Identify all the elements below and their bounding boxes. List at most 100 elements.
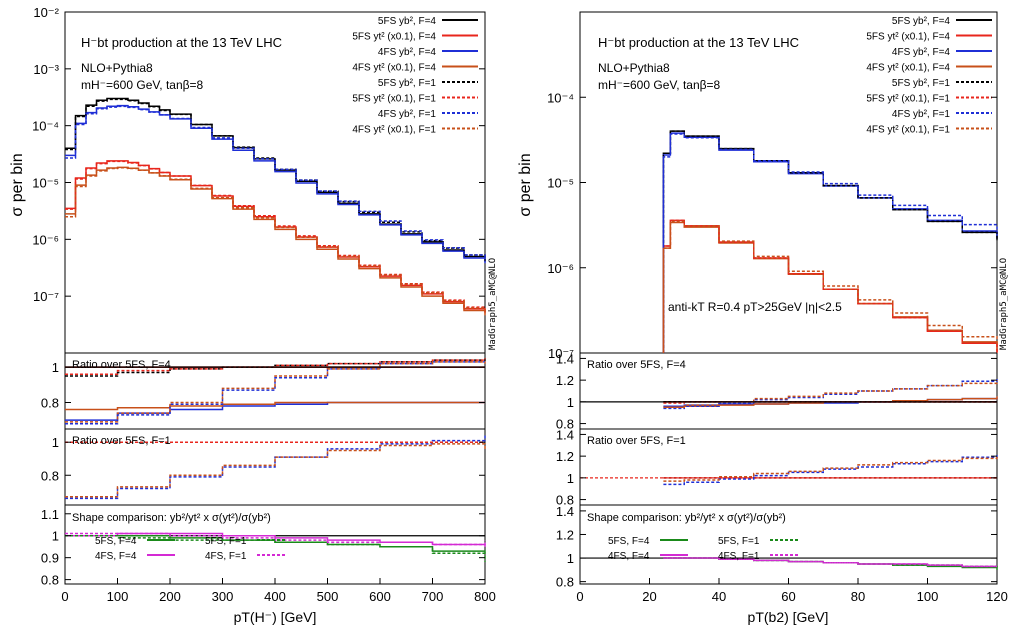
right-main-series-2 — [662, 219, 998, 353]
left-ratio-f4-y-tick-label-1: 1 — [52, 360, 59, 375]
left-shape-legend-label-2: 4FS, F=4 — [95, 551, 137, 562]
left-title: H⁻bt production at the 13 TeV LHC — [81, 35, 282, 50]
right-main-series-5 — [662, 130, 998, 353]
right-ratio-f1-y-tick-label-4: 0.8 — [556, 493, 574, 508]
right-legend-label-4: 4FS yt² (x0.1), F=4 — [866, 63, 950, 74]
left-subtitle-1: NLO+Pythia8 — [81, 61, 153, 75]
right-x-tick-label-2: 20 — [642, 589, 656, 604]
left-ratio-f4-plot — [65, 358, 486, 425]
left-legend-label-2: 5FS yt² (x0.1), F=4 — [352, 32, 436, 43]
right-legend-label-6: 5FS yt² (x0.1), F=1 — [866, 94, 950, 105]
left-ratio-f1-label: Ratio over 5FS, F=1 — [72, 435, 171, 447]
right-shape-y-tick-label-4: 0.8 — [556, 575, 574, 590]
right-generator-label: MadGraph5_aMC@NLO — [999, 258, 1009, 350]
right-main-plot — [662, 130, 998, 353]
left-shape-y-tick-label-4: 0.8 — [41, 573, 59, 588]
right-legend-label-3: 4FS yb², F=4 — [892, 47, 951, 58]
left-x-tick-label-6: 500 — [317, 589, 339, 604]
left-legend-label-3: 4FS yb², F=4 — [378, 47, 437, 58]
left-main-series-8 — [65, 166, 486, 314]
left-ratio-f1-y-tick-label-1: 1 — [52, 435, 59, 450]
right-ratio-f4-plot — [580, 377, 998, 410]
left-legend-label-4: 4FS yt² (x0.1), F=4 — [352, 63, 436, 74]
right-x-axis-label: pT(b2) [GeV] — [748, 609, 829, 625]
left-shape-legend-label-3: 5FS, F=1 — [205, 536, 247, 547]
right-x-tick-label-7: 120 — [986, 589, 1008, 604]
right-main-series-3 — [662, 132, 998, 353]
left-shape-y-tick-label-1: 1.1 — [41, 507, 59, 522]
right-ratio-f4-label: Ratio over 5FS, F=4 — [587, 359, 686, 371]
right-x-tick-label-3: 40 — [712, 589, 726, 604]
left-main-y-tick-label-5: 10⁻⁶ — [32, 232, 59, 247]
right-legend-label-2: 5FS yt² (x0.1), F=4 — [866, 32, 950, 43]
right-main-series-7 — [662, 133, 998, 353]
left-generator-label: MadGraph5_aMC@NLO — [488, 258, 498, 350]
right-panel: H⁻bt production at the 13 TeV LHC NLO+Py… — [517, 11, 1009, 625]
left-main-y-tick-label-2: 10⁻³ — [33, 62, 59, 77]
left-legend-label-1: 5FS yb², F=4 — [378, 16, 437, 27]
right-legend-label-7: 4FS yb², F=1 — [892, 109, 951, 120]
left-ratio-f4-series-8 — [65, 361, 486, 423]
left-legend-label-8: 4FS yt² (x0.1), F=1 — [352, 125, 436, 136]
left-shape-label: Shape comparison: yb²/yt² x σ(yt²)/σ(yb²… — [72, 512, 271, 524]
right-main-series-6 — [662, 219, 998, 353]
right-ratio-f1-y-tick-label-3: 1 — [567, 471, 574, 486]
right-x-ticks: 0 20 40 60 80 100 120 — [576, 578, 1008, 604]
left-ratio-f1-plot — [65, 435, 486, 500]
right-shape-y-tick-label-2: 1.2 — [556, 527, 574, 542]
right-legend-label-8: 4FS yt² (x0.1), F=1 — [866, 125, 950, 136]
right-annotation: anti-kT R=0.4 pT>25GeV |η|<2.5 — [668, 300, 842, 314]
left-main-y-tick-label-3: 10⁻⁴ — [32, 119, 59, 134]
left-x-ticks: 0 100 200 300 400 500 600 700 800 — [61, 578, 496, 604]
right-legend-label-1: 5FS yb², F=4 — [892, 16, 951, 27]
right-x-tick-label-1: 0 — [576, 589, 583, 604]
right-shape-legend-label-2: 4FS, F=4 — [608, 551, 650, 562]
left-shape-y-tick-label-3: 0.9 — [41, 551, 59, 566]
right-shape-legend: 5FS, F=4 4FS, F=4 5FS, F=1 4FS, F=1 — [608, 536, 798, 562]
left-ratio-f4-label: Ratio over 5FS, F=4 — [72, 359, 171, 371]
left-legend-label-7: 4FS yb², F=1 — [378, 109, 437, 120]
left-shape-y-tick-label-2: 1 — [52, 529, 59, 544]
right-ratio-f4-y-tick-label-2: 1.2 — [556, 373, 574, 388]
left-x-tick-label-3: 200 — [159, 589, 181, 604]
right-ratio-f4-y-tick-label-1: 1.4 — [556, 351, 574, 366]
right-y-axis-label: σ per bin — [517, 153, 534, 216]
right-x-tick-label-5: 80 — [851, 589, 865, 604]
left-legend-label-5: 5FS yb², F=1 — [378, 78, 437, 89]
right-main-y-tick-label-1: 10⁻⁴ — [547, 90, 574, 105]
right-title: H⁻bt production at the 13 TeV LHC — [598, 35, 799, 50]
left-ratio-f4-y-tick-label-2: 0.8 — [41, 395, 59, 410]
right-main-y-tick-label-2: 10⁻⁵ — [547, 176, 574, 191]
left-ratio-f4-series-3 — [65, 401, 485, 421]
right-ratio-f1-series-4 — [663, 456, 998, 482]
left-x-tick-label-2: 100 — [107, 589, 129, 604]
left-shape-series-3 — [65, 534, 486, 563]
left-x-tick-label-8: 700 — [422, 589, 444, 604]
left-y-axis-label: σ per bin — [9, 153, 26, 216]
left-legend: 5FS yb², F=4 5FS yt² (x0.1), F=4 4FS yb², … — [352, 16, 478, 136]
right-ratio-f4-y-tick-label-3: 1 — [567, 395, 574, 410]
right-main-y-tick-label-3: 10⁻⁶ — [547, 261, 574, 276]
right-ratio-f4-y-tick-label-4: 0.8 — [556, 417, 574, 432]
right-shape-y-tick-label-1: 1.4 — [556, 504, 574, 519]
left-shape-plot — [65, 532, 486, 563]
right-legend-label-5: 5FS yb², F=1 — [892, 78, 951, 89]
right-ratio-f1-y-tick-label-1: 1.4 — [556, 427, 574, 442]
left-main-plot — [65, 97, 486, 316]
right-main-y-tick-label-4: 10⁻⁷ — [548, 346, 574, 361]
left-shape-legend-label-4: 4FS, F=1 — [205, 551, 247, 562]
left-ratio-f1-series-3 — [65, 435, 486, 500]
right-ratio-f1-plot — [580, 453, 998, 486]
right-x-tick-label-6: 100 — [917, 589, 939, 604]
left-ratio-f1-series-4 — [65, 443, 486, 498]
right-shape-legend-label-3: 5FS, F=1 — [718, 536, 760, 547]
right-shape-series-4 — [663, 557, 997, 568]
left-x-axis-label: pT(H⁻) [GeV] — [234, 609, 317, 625]
right-ratio-f1-label: Ratio over 5FS, F=1 — [587, 435, 686, 447]
right-main-series-8 — [662, 220, 998, 353]
right-subtitle-1: NLO+Pythia8 — [598, 61, 670, 75]
left-main-y-tick-label-6: 10⁻⁷ — [33, 289, 59, 304]
left-x-tick-label-5: 400 — [264, 589, 286, 604]
right-shape-legend-label-4: 4FS, F=1 — [718, 551, 760, 562]
left-subtitle-2: mH⁻=600 GeV, tanβ=8 — [81, 78, 204, 92]
